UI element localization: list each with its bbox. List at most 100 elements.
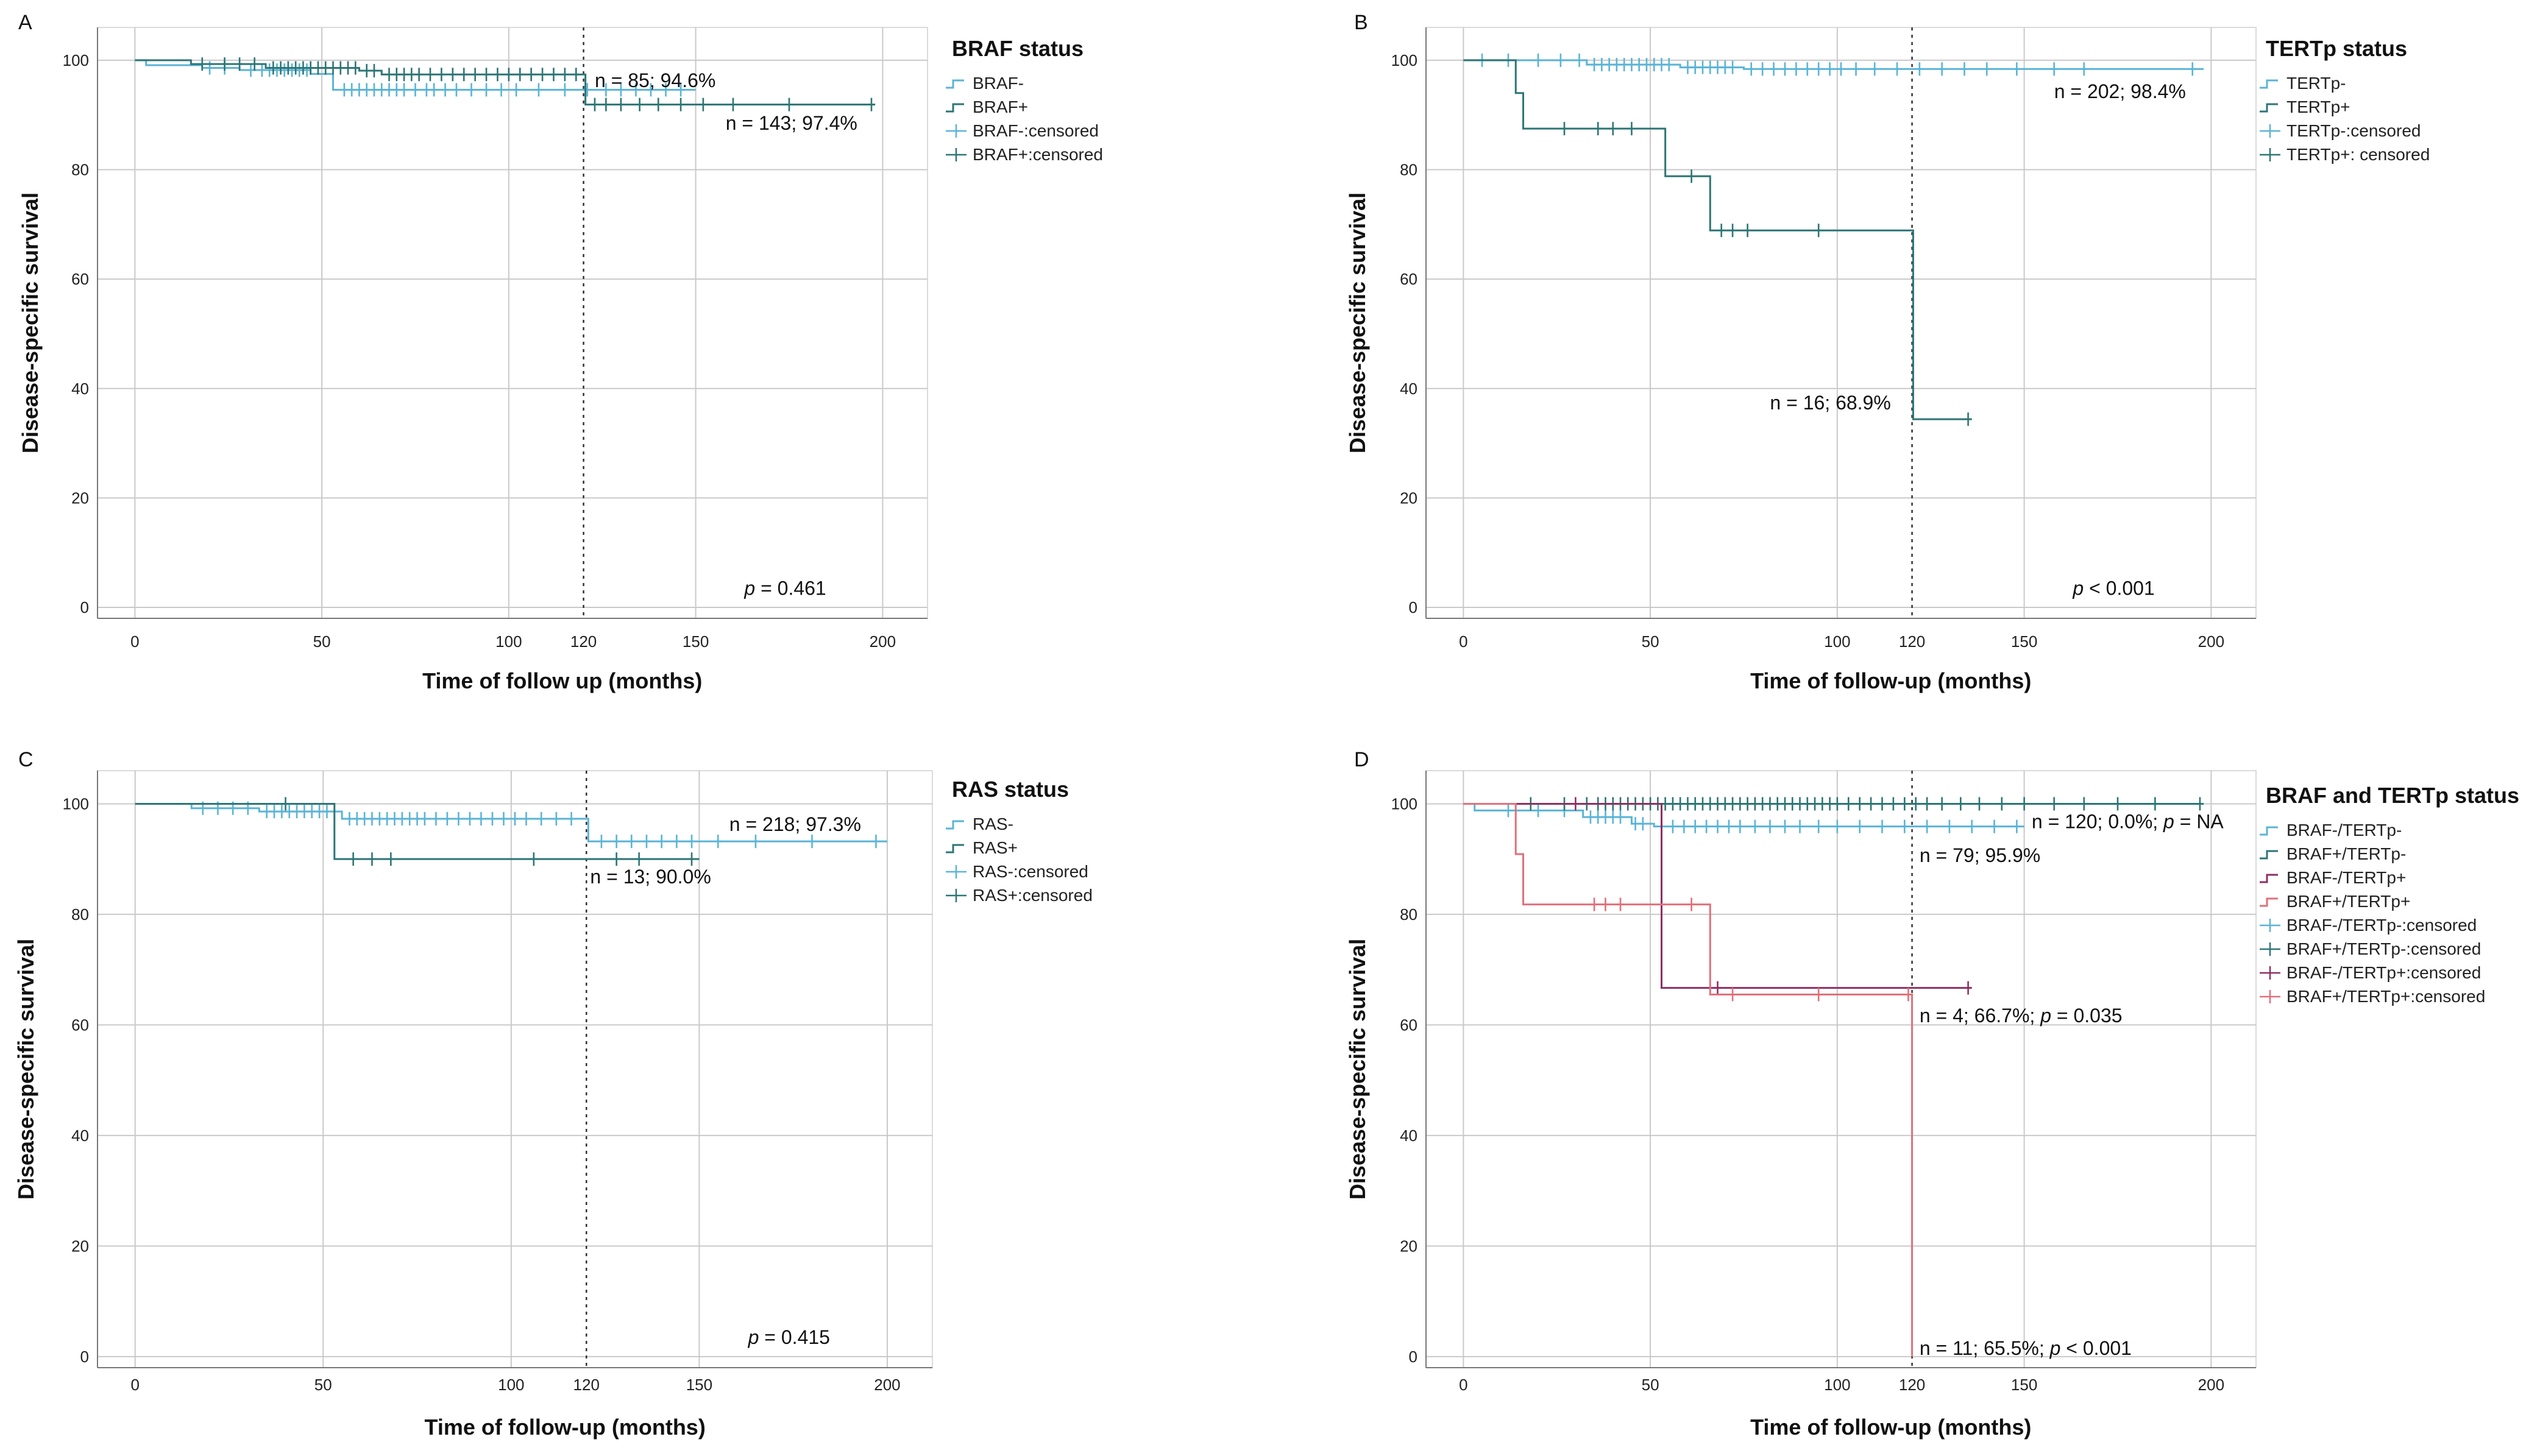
panel-d-series-braf-tertp-censor-mark [1833, 819, 1841, 833]
panel-a-series-braf-censor-mark [392, 68, 400, 82]
panel-a-series-braf-censor-mark [292, 61, 300, 75]
panel-b-series-tertp-censor-mark [1598, 58, 1606, 72]
panel-c-series-ras-censor-mark [391, 811, 399, 825]
panel-c-ytick: 60 [71, 1016, 89, 1034]
panel-d-annotation: n = 79; 95.9% [1920, 844, 2040, 866]
panel-a-series-braf-curve [135, 59, 876, 106]
panel-c-p-value: p = 0.415 [748, 1326, 830, 1348]
panel-b-series-tertp-censor-mark [1983, 62, 1991, 76]
panel-d-series-braf-tertp-censor-mark [1684, 797, 1692, 811]
panel-d-series-braf-tertp-censor-mark [1856, 797, 1864, 811]
panel-a-series-braf-censor-mark [269, 61, 277, 75]
panel-b-series-tertp-censor-mark [1687, 169, 1695, 183]
panel-a-legend-label: BRAF+:censored [973, 145, 1103, 164]
panel-d-xtick: 120 [1899, 1376, 1925, 1394]
legend-line-swatch [946, 844, 964, 853]
panel-d-series-braf-tertp-censor-mark [1669, 797, 1676, 811]
panel-d-x-title: Time of follow-up (months) [1750, 1415, 2031, 1440]
panel-b-legend-item: TERTp+: censored [2260, 145, 2430, 164]
panel-d-ytick: 80 [1400, 905, 1417, 924]
panel-b-ytick: 0 [1409, 598, 1417, 617]
panel-c-series-ras-censor-mark [552, 811, 560, 825]
panel-d-series-braf-tertp-censor-mark [1714, 819, 1722, 833]
panel-c-series-ras-censor-mark [300, 805, 308, 819]
panel-d-y-title: Disease-specific survival [1345, 939, 1370, 1200]
panel-d-series-braf-tertp-censor-mark [1706, 797, 1714, 811]
panel-d-series-braf-tertp-censor-mark [1691, 819, 1699, 833]
panel-b: B 0 20 40 60 80 100 0 50 100 120 150 200 Time of foll… [1345, 11, 2430, 693]
panel-a-series-braf-censor-mark [561, 83, 569, 97]
panel-a-series-braf-censor-mark [371, 63, 378, 77]
panel-b-series-tertp-censor-mark [1770, 62, 1778, 76]
panel-c-legend-item: RAS+:censored [946, 886, 1093, 905]
panel-c-ytick: 80 [71, 905, 89, 924]
panel-a-series-braf-censor-mark [400, 83, 408, 97]
panel-c-series-ras-censor-mark [278, 805, 286, 819]
panel-a-series-braf-censor-mark [336, 61, 344, 75]
panel-d-series-braf-tertp-censor-mark [1912, 797, 1920, 811]
panel-c-series-ras-censor-mark [477, 811, 485, 825]
panel-d-xtick: 150 [2011, 1376, 2037, 1394]
panel-d-series-braf-tertp-censor-mark [1964, 981, 1972, 995]
panel-d-series-braf-tertp-censor-mark [1504, 804, 1512, 818]
panel-a-series-braf-censor-mark [427, 68, 435, 82]
panel-d-series-braf-tertp-censor-mark [1736, 819, 1744, 833]
panel-d-annotation: n = 4; 66.7%; p = 0.035 [1920, 1005, 2123, 1027]
panel-b-series-tertp-censor-mark [1938, 62, 1946, 76]
panel-c: C 0 20 40 60 80 100 0 50 100 120 150 200 Time of foll… [13, 748, 1093, 1440]
panel-d-series-braf-tertp-curve [1463, 802, 1972, 989]
panel-d-legend-label: BRAF-/TERTp+ [2286, 868, 2406, 887]
panel-b-series-tertp-censor-mark [1803, 62, 1811, 76]
panel-b-series-tertp-curve [1463, 59, 1972, 420]
panel-a-series-braf-censor-mark [415, 68, 423, 82]
panel-d-ytick: 100 [1391, 794, 1417, 813]
panel-a-series-braf-censor-mark [867, 97, 875, 111]
panel-c-series-ras-censor-mark [432, 811, 440, 825]
panel-c-annotation: n = 218; 97.3% [729, 813, 861, 835]
panel-a-series-braf-censor-mark [277, 61, 285, 75]
panel-b-series-tertp-censor-mark [1534, 53, 1542, 67]
panel-d-series-braf-tertp-censor-mark [1721, 797, 1729, 811]
panel-b-series-tertp-censor-mark [1964, 412, 1972, 426]
panel-d-series-braf-tertp-censor-mark [1586, 810, 1594, 824]
panel-d-series-braf-tertp-censor-mark [1680, 819, 1688, 833]
panel-a-series-braf-censor-mark [363, 83, 371, 97]
panel-d-series-braf-tertp-censor-mark [1811, 797, 1819, 811]
panel-d-series-braf-tertp-censor-mark [1781, 797, 1789, 811]
panel-b-series-tertp-censor-mark [1717, 224, 1725, 238]
panel-a-series-braf-censor-mark [288, 63, 296, 77]
panel-c-series-ras-censor-mark [406, 811, 414, 825]
panel-c-series-ras-censor-mark [263, 805, 271, 819]
panel-a-series-braf-censor-mark [602, 97, 610, 111]
panel-a-series-braf-censor-mark [483, 68, 491, 82]
panel-b-series-tertp-censor-mark [1642, 58, 1650, 72]
panel-a-series-braf-censor-mark [344, 61, 352, 75]
panel-a-series-braf-censor-mark [572, 68, 580, 82]
panel-a-legend-item: BRAF+ [946, 97, 1028, 116]
panel-d-legend-title: BRAF and TERTp status [2266, 783, 2519, 808]
panel-d-series-braf-tertp-censor-mark [1751, 819, 1759, 833]
panel-b-series-tertp-censor-mark [1691, 60, 1699, 74]
panel-c-xtick: 120 [573, 1376, 600, 1394]
panel-b-series-tertp-censor-mark [1605, 58, 1613, 72]
panel-c-series-ras-censor-mark [488, 811, 496, 825]
panel-b-series-tertp-censor-mark [2050, 62, 2058, 76]
panel-a-annotation: n = 85; 94.6% [595, 69, 715, 91]
panel-a-series-braf-censor-mark [786, 97, 793, 111]
panel-a-series-braf-censor-mark [378, 83, 386, 97]
panel-b-series-tertp-censor-mark [1729, 60, 1737, 74]
panel-d-series-braf-tertp-censor-mark [1594, 810, 1602, 824]
panel-a-series-braf-censor-mark [677, 97, 685, 111]
panel-b-series-tertp-censor-mark [1915, 62, 1923, 76]
panel-d-xtick: 50 [1642, 1376, 1659, 1394]
panel-d-legend-item: BRAF-/TERTp+:censored [2260, 963, 2481, 982]
panel-a-legend-item: BRAF- [946, 74, 1024, 93]
legend-line-swatch [946, 820, 964, 830]
panel-b-series-tertp-censor-mark [1815, 224, 1823, 238]
panel-b-ytick: 40 [1400, 380, 1417, 398]
panel-d-legend-label: BRAF+/TERTp+ [2286, 892, 2410, 911]
panel-c-ytick: 100 [63, 794, 89, 813]
panel-c-letter: C [18, 748, 34, 771]
panel-d-series-braf-tertp-censor-mark [1687, 897, 1695, 911]
panel-b-series-tertp-censor-mark [1594, 122, 1602, 136]
